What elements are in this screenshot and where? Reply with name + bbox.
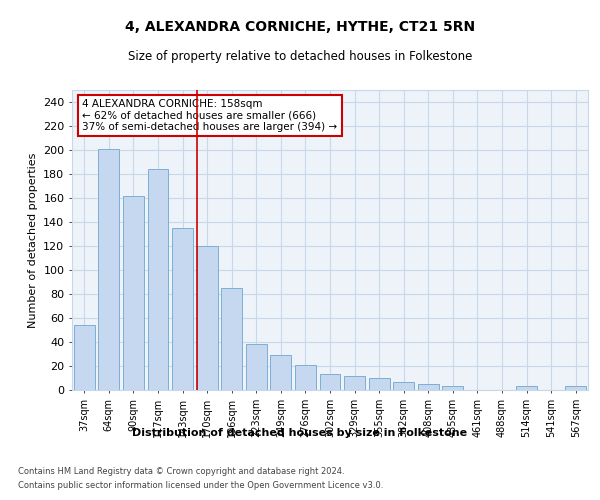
Bar [368,378,389,390]
Bar [271,355,292,390]
Text: Distribution of detached houses by size in Folkestone: Distribution of detached houses by size … [133,428,467,438]
Bar [295,365,316,390]
Text: Contains HM Land Registry data © Crown copyright and database right 2024.: Contains HM Land Registry data © Crown c… [18,466,344,475]
Text: Size of property relative to detached houses in Folkestone: Size of property relative to detached ho… [128,50,472,63]
Bar [246,344,267,390]
Bar [320,374,340,390]
Bar [172,228,193,390]
Bar [148,169,169,390]
Bar [565,386,586,390]
Bar [221,288,242,390]
Bar [516,386,537,390]
Text: 4, ALEXANDRA CORNICHE, HYTHE, CT21 5RN: 4, ALEXANDRA CORNICHE, HYTHE, CT21 5RN [125,20,475,34]
Bar [123,196,144,390]
Bar [197,246,218,390]
Bar [442,386,463,390]
Bar [98,149,119,390]
Bar [393,382,414,390]
Bar [344,376,365,390]
Y-axis label: Number of detached properties: Number of detached properties [28,152,38,328]
Text: Contains public sector information licensed under the Open Government Licence v3: Contains public sector information licen… [18,480,383,490]
Bar [418,384,439,390]
Bar [74,325,95,390]
Text: 4 ALEXANDRA CORNICHE: 158sqm
← 62% of detached houses are smaller (666)
37% of s: 4 ALEXANDRA CORNICHE: 158sqm ← 62% of de… [82,99,337,132]
